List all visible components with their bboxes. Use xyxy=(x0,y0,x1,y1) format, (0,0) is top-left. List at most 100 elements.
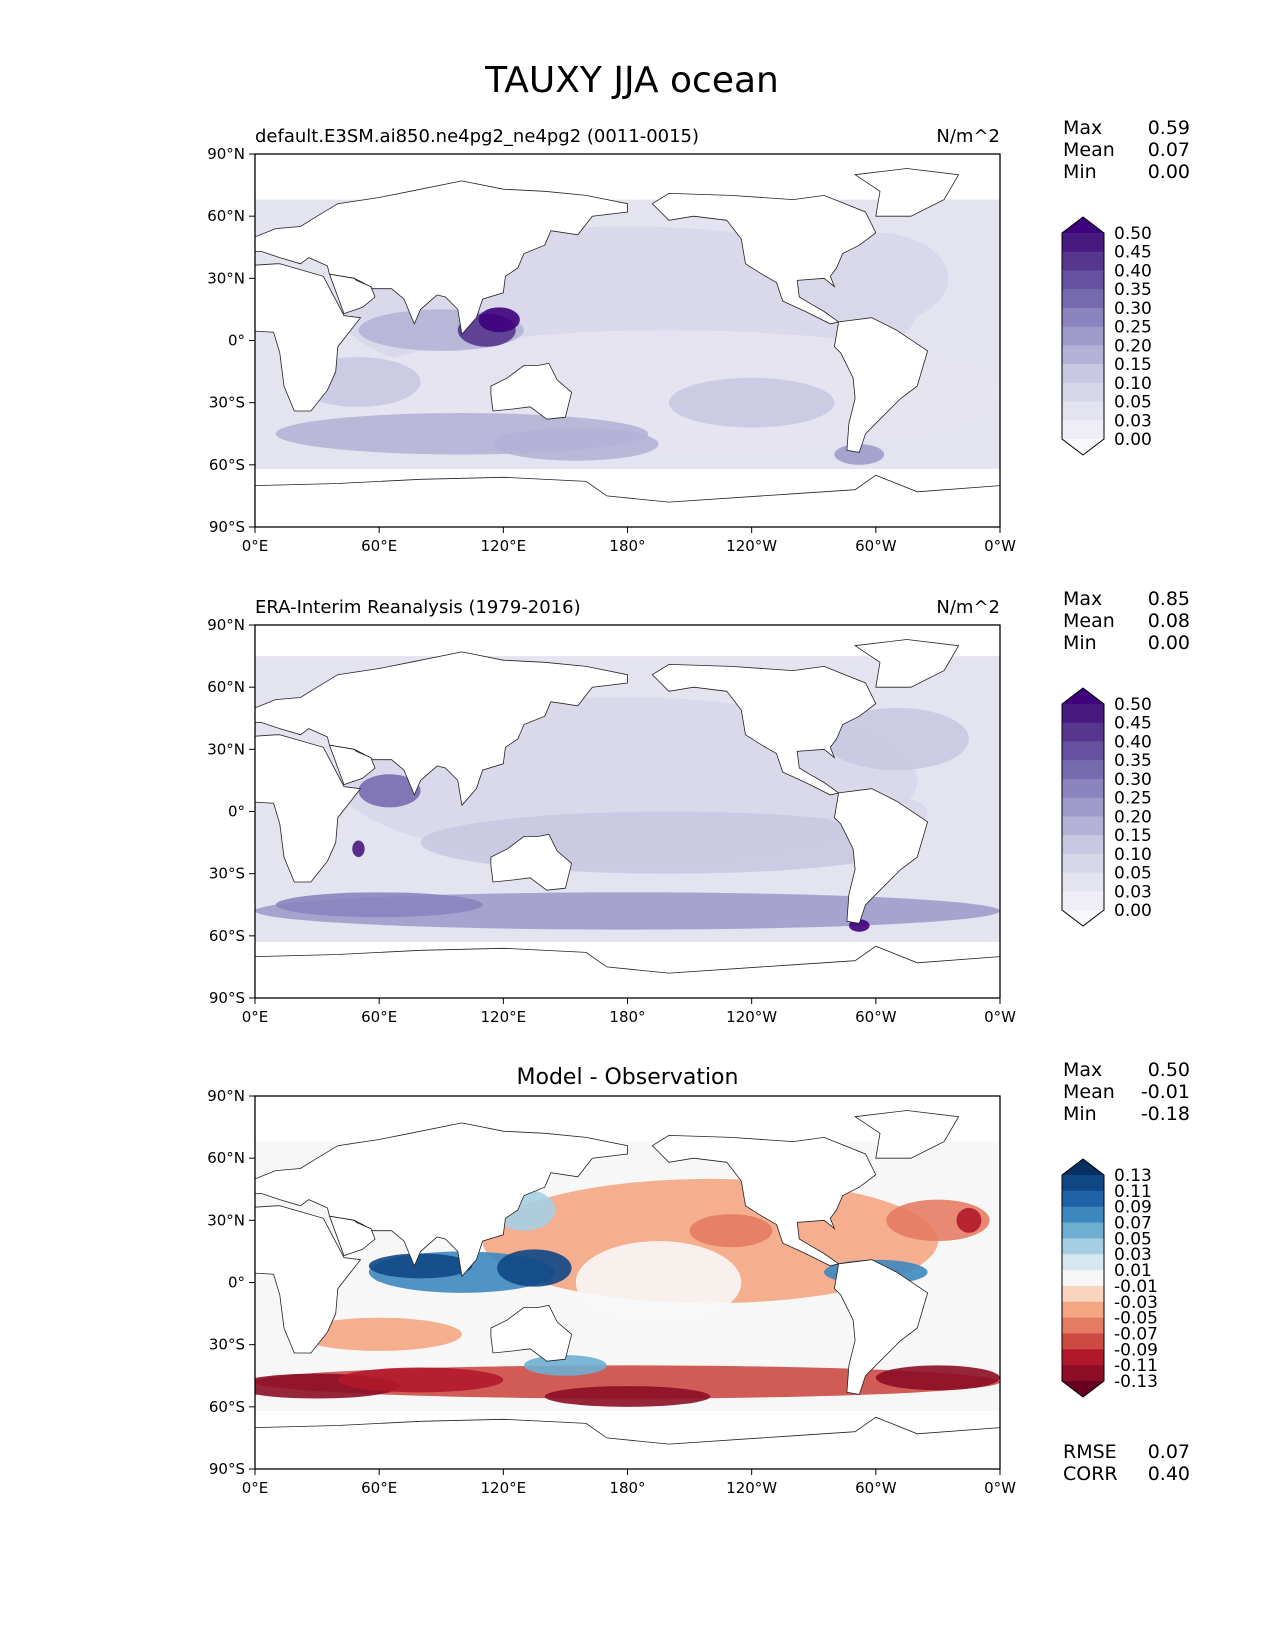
contour-region xyxy=(524,1355,607,1376)
colorbar-outline xyxy=(1061,687,1105,927)
colorbar-tick-label: 0.10 xyxy=(1114,845,1152,865)
coastline xyxy=(255,180,628,336)
coastline xyxy=(853,168,960,217)
contour-region xyxy=(875,1365,1000,1391)
stat-value: 0.00 xyxy=(1148,632,1190,654)
panel-title-left: default.E3SM.ai850.ne4pg2_ne4pg2 (0011-0… xyxy=(255,126,699,147)
stat-label: Mean xyxy=(1063,1081,1115,1103)
colorbar-tick-label: 0.07 xyxy=(1114,1214,1152,1234)
colorbar-swatch xyxy=(1062,307,1104,328)
metric-label: RMSE xyxy=(1063,1441,1117,1463)
y-tick-label: 60°N xyxy=(207,1149,245,1167)
colorbar-swatch xyxy=(1062,1317,1104,1334)
x-tick-label: 120°W xyxy=(726,1479,777,1497)
colorbar-tick-label: -0.09 xyxy=(1114,1340,1158,1360)
colorbar-extend-max xyxy=(1062,217,1104,233)
panel-title-left: ERA-Interim Reanalysis (1979-2016) xyxy=(255,597,581,618)
colorbar-tick-label: 0.45 xyxy=(1114,243,1152,263)
colorbar-tick-label: 0.30 xyxy=(1114,770,1152,790)
x-tick-label: 60°E xyxy=(361,1479,397,1497)
x-tick-label: 120°W xyxy=(726,1008,777,1026)
colorbar-outline xyxy=(1061,1158,1105,1398)
colorbar-swatch xyxy=(1062,1254,1104,1271)
colorbar-swatch xyxy=(1062,345,1104,365)
coastline xyxy=(328,273,376,315)
colorbar-swatch xyxy=(1062,1349,1104,1366)
y-tick-label: 90°S xyxy=(209,1460,245,1478)
colorbar-swatch xyxy=(1062,1301,1104,1319)
coastline xyxy=(328,744,376,786)
colorbar-swatch xyxy=(1062,835,1104,855)
colorbar-swatch xyxy=(1062,1175,1104,1192)
colorbar-swatch xyxy=(1062,722,1104,742)
x-tick-label: 0°W xyxy=(984,1479,1016,1497)
colorbar-extend-min xyxy=(1062,910,1104,926)
stat-label: Min xyxy=(1063,1103,1097,1125)
coastline xyxy=(255,263,362,412)
metric-value: 0.07 xyxy=(1148,1441,1190,1463)
y-tick-label: 90°S xyxy=(209,518,245,536)
y-tick-label: 30°N xyxy=(207,740,245,758)
contour-region xyxy=(689,1214,773,1248)
x-tick-label: 60°W xyxy=(855,537,897,555)
contour-region xyxy=(368,1253,473,1279)
stat-value: 0.85 xyxy=(1148,588,1190,610)
colorbar-tick-label: 0.09 xyxy=(1114,1198,1152,1218)
y-tick-label: 30°S xyxy=(209,865,245,883)
colorbar-tick-label: 0.01 xyxy=(1114,1261,1152,1281)
contour-region xyxy=(337,1367,504,1393)
colorbar-tick-label: 0.03 xyxy=(1114,1245,1152,1265)
colorbar-tick-label: -0.05 xyxy=(1114,1309,1158,1329)
colorbar-swatch xyxy=(1062,251,1104,271)
y-tick-label: 60°S xyxy=(209,1398,245,1416)
colorbar-tick-label: 0.30 xyxy=(1114,299,1152,319)
colorbar-swatch xyxy=(1062,364,1104,384)
y-tick-label: 30°N xyxy=(207,269,245,287)
colorbar-tick-label: 0.20 xyxy=(1114,807,1152,827)
contour-region xyxy=(497,1249,572,1287)
colorbar-swatch xyxy=(1062,1333,1104,1350)
panel-reference: 0°E 60°E 120°E 180° 120°W 60°W 0°W 90°N 60°N 30°N… xyxy=(207,588,1190,1026)
colorbar-tick-label: 0.40 xyxy=(1114,733,1152,753)
colorbar-tick-label: 0.35 xyxy=(1114,751,1152,771)
colorbar-swatch xyxy=(1062,1270,1104,1287)
colorbar-tick-label: 0.00 xyxy=(1114,901,1152,921)
y-tick-label: 0° xyxy=(228,1274,245,1292)
contour-region xyxy=(352,840,365,858)
x-tick-label: 180° xyxy=(609,537,645,555)
stat-label: Min xyxy=(1063,632,1097,654)
colorbar-tick-label: 0.25 xyxy=(1114,318,1152,338)
map-field-difference xyxy=(255,1096,1000,1469)
coastline xyxy=(255,945,1000,998)
colorbar-extend-max xyxy=(1062,688,1104,704)
y-tick-label: 30°N xyxy=(207,1211,245,1229)
colorbar-swatch xyxy=(1062,797,1104,817)
y-tick-label: 60°N xyxy=(207,207,245,225)
contour-region xyxy=(492,427,659,461)
stat-value: 0.07 xyxy=(1148,139,1190,161)
coastline xyxy=(490,362,573,420)
contour-region xyxy=(668,377,835,428)
stat-value: 0.50 xyxy=(1148,1059,1190,1081)
colorbar-extend-max xyxy=(1062,1159,1104,1175)
colorbar-swatch xyxy=(1062,382,1104,403)
stat-label: Max xyxy=(1063,588,1102,610)
colorbar-tick-label: 0.35 xyxy=(1114,280,1152,300)
panel-difference: 0°E 60°E 120°E 180° 120°W 60°W 0°W 90°N 60°N 30°N… xyxy=(207,1059,1190,1497)
map-field-test xyxy=(255,154,1000,527)
contour-region xyxy=(824,707,969,771)
colorbar-tick-label: 0.11 xyxy=(1114,1182,1152,1202)
colorbar-tick-label: -0.11 xyxy=(1114,1356,1158,1376)
coastline xyxy=(255,734,362,883)
colorbar: -0.13-0.11-0.09-0.07-0.05-0.03-0.010.010… xyxy=(1061,1158,1158,1398)
colorbar-tick-label: 0.50 xyxy=(1114,695,1152,715)
colorbar-swatch xyxy=(1062,326,1104,346)
colorbar-swatch xyxy=(1062,760,1104,780)
colorbar-swatch xyxy=(1062,401,1104,421)
colorbar-tick-label: 0.40 xyxy=(1114,262,1152,282)
colorbar-swatch xyxy=(1062,420,1104,440)
coastline xyxy=(490,833,573,891)
x-tick-label: 60°W xyxy=(855,1479,897,1497)
y-tick-label: 30°S xyxy=(209,394,245,412)
